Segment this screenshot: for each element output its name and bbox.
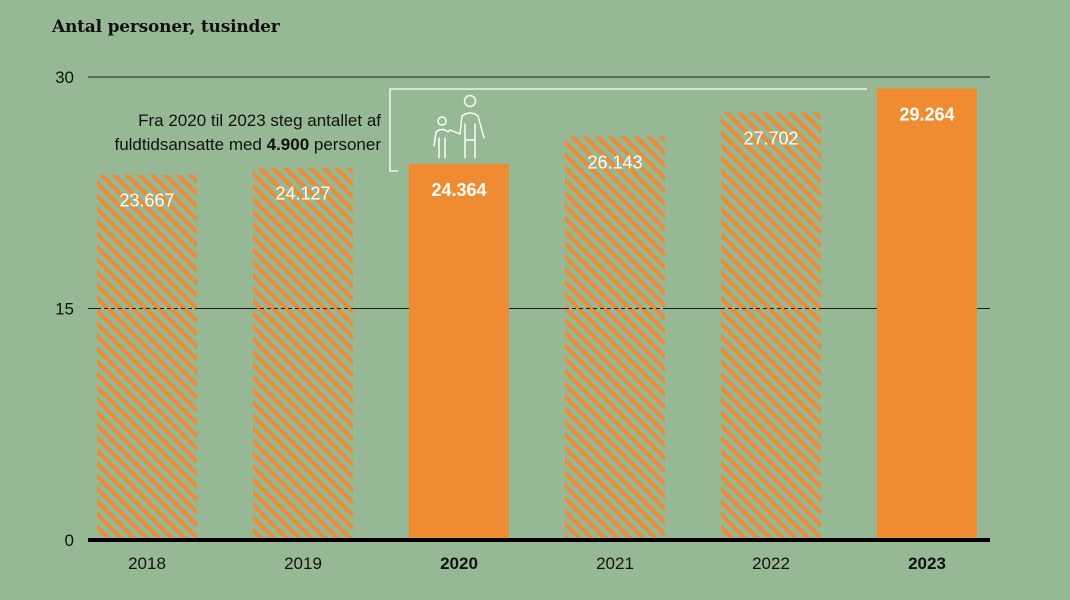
bar-value-label: 23.667 xyxy=(119,191,174,211)
bar-2023 xyxy=(877,88,977,540)
bar-value-label: 27.702 xyxy=(743,128,798,148)
annotation-bracket xyxy=(389,88,867,172)
x-tick-label: 2020 xyxy=(440,554,478,573)
bar-value-label: 29.264 xyxy=(899,104,954,124)
x-tick-label: 2018 xyxy=(128,554,166,573)
y-tick-label: 30 xyxy=(55,68,74,87)
x-tick-label: 2019 xyxy=(284,554,322,573)
annotation-line-2: fuldtidsansatte med 4.900 personer xyxy=(114,135,381,154)
chart-title: Antal personer, tusinder xyxy=(52,17,280,37)
bar-2019 xyxy=(253,167,353,541)
bar-value-label: 24.364 xyxy=(431,180,486,200)
bar-2021 xyxy=(565,136,665,540)
x-axis-line xyxy=(88,538,990,542)
bar-value-label: 26.143 xyxy=(587,153,642,173)
bar-2022 xyxy=(721,112,821,541)
y-tick-label: 0 xyxy=(65,531,74,550)
x-tick-label: 2023 xyxy=(908,554,946,573)
parent-child-icon xyxy=(433,94,485,159)
bar-2018 xyxy=(97,174,197,540)
annotation-line-1: Fra 2020 til 2023 steg antallet af xyxy=(138,111,381,130)
y-tick-label: 15 xyxy=(55,300,74,319)
x-tick-label: 2021 xyxy=(596,554,634,573)
bar-2020 xyxy=(409,163,509,540)
x-tick-label: 2022 xyxy=(752,554,790,573)
bar-value-label: 24.127 xyxy=(275,184,330,204)
